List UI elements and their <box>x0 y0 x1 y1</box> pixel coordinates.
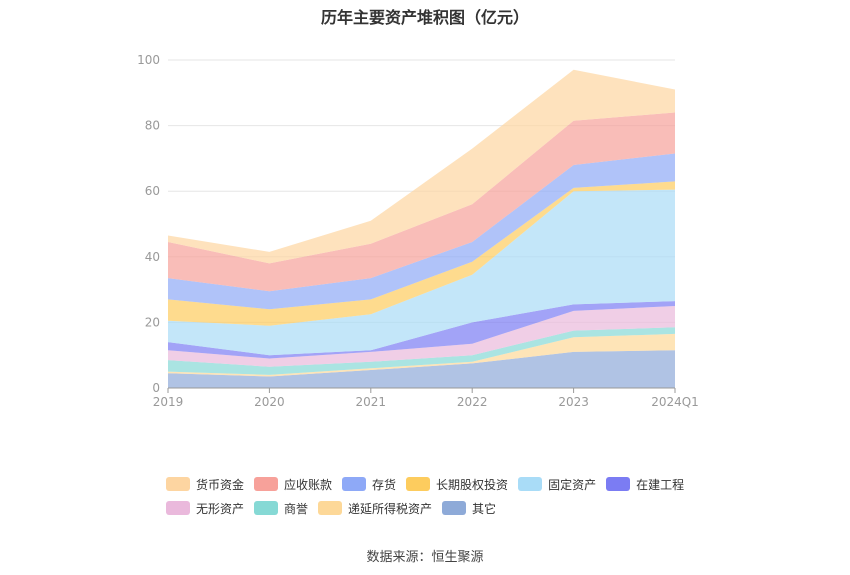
legend-item[interactable]: 递延所得税资产 <box>318 500 432 517</box>
y-tick-label: 0 <box>152 381 160 395</box>
legend-label: 货币资金 <box>196 477 245 492</box>
y-tick-label: 40 <box>145 250 160 264</box>
legend-item[interactable]: 固定资产 <box>518 476 596 493</box>
y-tick-label: 60 <box>145 184 160 198</box>
x-tick-label: 2020 <box>254 395 285 409</box>
legend-swatch <box>342 477 367 491</box>
y-tick-label: 80 <box>145 119 160 133</box>
x-tick-label: 2024Q1 <box>651 395 699 409</box>
legend-label: 在建工程 <box>636 477 685 492</box>
legend-swatch <box>606 477 631 491</box>
x-tick-label: 2021 <box>356 395 387 409</box>
legend-swatch <box>166 477 190 491</box>
legend-label: 应收账款 <box>284 477 333 492</box>
x-tick-label: 2023 <box>558 395 589 409</box>
legend-swatch <box>406 477 431 491</box>
area-series-9 <box>168 69 675 264</box>
legend-swatch <box>442 501 467 515</box>
legend-item[interactable]: 应收账款 <box>254 476 332 493</box>
legend-row-1: 货币资金 应收账款 存货 长期股权投资 固定资产 在建工程 <box>166 472 726 496</box>
x-tick-label: 2019 <box>153 395 184 409</box>
legend-item[interactable]: 商誉 <box>254 500 308 517</box>
area-series-6 <box>168 181 675 326</box>
area-series-0 <box>168 350 675 388</box>
legend-label: 固定资产 <box>548 477 597 492</box>
area-series-7 <box>168 153 675 310</box>
legend-item[interactable]: 无形资产 <box>166 500 244 517</box>
area-series-3 <box>168 306 675 367</box>
legend-item[interactable]: 存货 <box>342 476 396 493</box>
x-tick-label: 2022 <box>457 395 488 409</box>
chart-title: 历年主要资产堆积图（亿元） <box>320 8 529 27</box>
legend-label: 其它 <box>472 501 497 516</box>
legend-label: 无形资产 <box>196 501 245 516</box>
area-series-1 <box>168 333 675 377</box>
legend-item[interactable]: 长期股权投资 <box>406 476 508 493</box>
legend-swatch <box>254 477 279 491</box>
legend-item[interactable]: 货币资金 <box>166 476 244 493</box>
legend-swatch <box>166 501 190 515</box>
legend-label: 存货 <box>372 477 397 492</box>
area-series-2 <box>168 327 675 375</box>
area-series-8 <box>168 112 675 292</box>
legend-label: 长期股权投资 <box>436 477 509 492</box>
stacked-area-chart: 0 20 40 60 80 100 2019 2020 2021 2022 2023 2024Q1 <box>137 53 699 409</box>
chart-legend: 货币资金 应收账款 存货 长期股权投资 固定资产 在建工程 无形资产 商誉 递延所得税资产 其它 <box>166 472 726 520</box>
data-source-note: 数据来源：恒生聚源 <box>366 550 484 565</box>
legend-item[interactable]: 其它 <box>442 500 496 517</box>
area-series-5 <box>168 189 675 356</box>
y-tick-label: 20 <box>145 315 160 329</box>
legend-item[interactable]: 在建工程 <box>606 476 684 493</box>
legend-label: 递延所得税资产 <box>348 501 433 516</box>
legend-swatch <box>254 501 279 515</box>
y-tick-label: 100 <box>137 53 160 67</box>
area-series-4 <box>168 301 675 359</box>
legend-label: 商誉 <box>284 501 309 516</box>
legend-swatch <box>518 477 543 491</box>
legend-swatch <box>318 501 343 515</box>
legend-row-2: 无形资产 商誉 递延所得税资产 其它 <box>166 496 726 520</box>
